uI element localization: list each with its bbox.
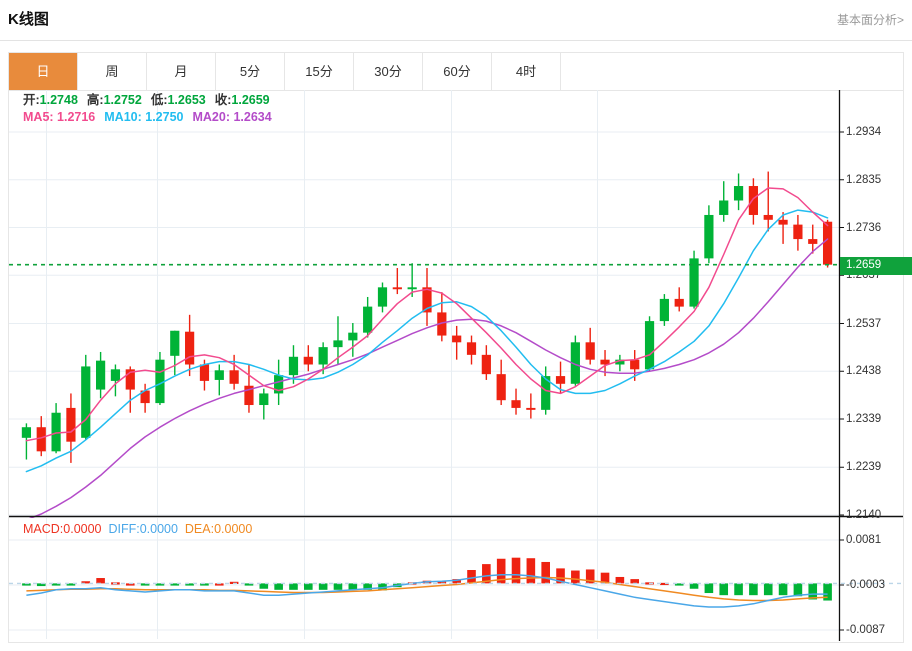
tab-7[interactable]: 4时 — [492, 53, 561, 90]
macd-chart-panel[interactable]: MACD:0.0000 DIFF:0.0000 DEA:0.0000 — [9, 518, 903, 641]
page-header: K线图 基本面分析> — [0, 0, 912, 41]
tab-0[interactable]: 日 — [9, 53, 78, 90]
tabbar-filler — [561, 53, 904, 90]
chart-frame: 开:1.2748 高:1.2752 低:1.2653 收:1.2659 MA5: 1.… — [8, 90, 904, 643]
page-title: K线图 — [8, 11, 49, 28]
tab-2[interactable]: 月 — [147, 53, 216, 90]
price-chart-panel[interactable]: 开:1.2748 高:1.2752 低:1.2653 收:1.2659 MA5: 1.… — [9, 90, 903, 518]
candlestick-svg — [9, 90, 903, 518]
current-price-badge: 1.2659 — [840, 256, 912, 275]
tab-5[interactable]: 30分 — [354, 53, 423, 90]
tab-6[interactable]: 60分 — [423, 53, 492, 90]
period-tabbar: 日周月 5分 15分 30分 60分 4时 — [8, 52, 904, 91]
fundamental-analysis-link[interactable]: 基本面分析> — [836, 13, 904, 27]
tab-4[interactable]: 15分 — [285, 53, 354, 90]
tab-1[interactable]: 周 — [78, 53, 147, 90]
tab-3[interactable]: 5分 — [216, 53, 285, 90]
macd-svg — [9, 518, 903, 641]
